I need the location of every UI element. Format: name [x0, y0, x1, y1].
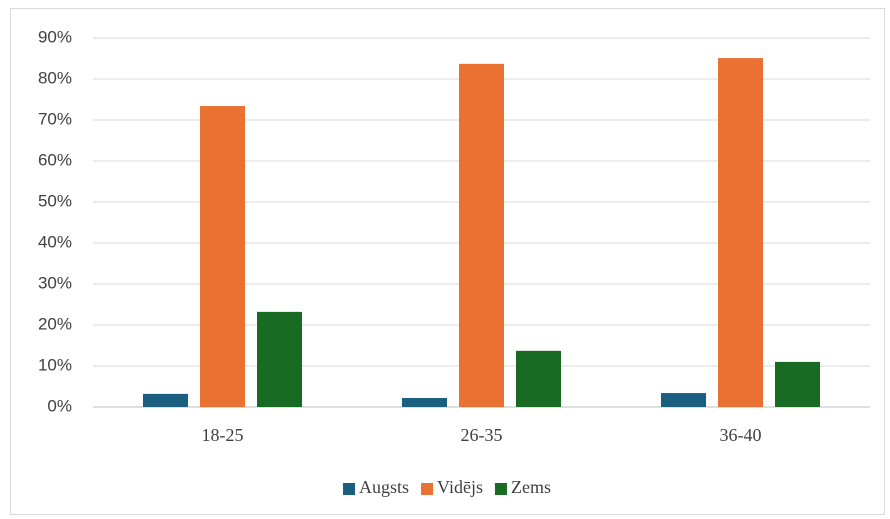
x-tick-label: 26-35 — [461, 425, 503, 445]
legend-swatch — [494, 483, 507, 495]
legend-swatch — [343, 483, 356, 495]
bar — [459, 63, 504, 408]
y-tick-label: 90% — [38, 27, 72, 46]
y-tick-label: 30% — [38, 273, 72, 292]
y-tick-label: 20% — [38, 314, 72, 333]
y-tick-label: 0% — [47, 396, 72, 415]
y-tick-label: 60% — [38, 150, 72, 169]
bar — [402, 397, 447, 407]
bar — [775, 361, 820, 407]
bar — [661, 393, 706, 407]
legend-swatch — [421, 483, 434, 495]
y-tick-label: 40% — [38, 232, 72, 251]
y-tick-label: 50% — [38, 191, 72, 210]
legend-label: Augsts — [359, 477, 409, 497]
legend-label: Vidējs — [437, 477, 483, 497]
y-tick-label: 80% — [38, 68, 72, 87]
y-tick-label: 10% — [38, 355, 72, 374]
legend-label: Zems — [511, 477, 551, 497]
bar — [516, 350, 561, 407]
x-tick-label: 36-40 — [720, 425, 762, 445]
bar — [718, 58, 763, 408]
bar — [200, 106, 245, 407]
bar — [143, 393, 188, 407]
bar — [257, 311, 302, 407]
x-tick-label: 18-25 — [202, 425, 244, 445]
y-tick-label: 70% — [38, 109, 72, 128]
